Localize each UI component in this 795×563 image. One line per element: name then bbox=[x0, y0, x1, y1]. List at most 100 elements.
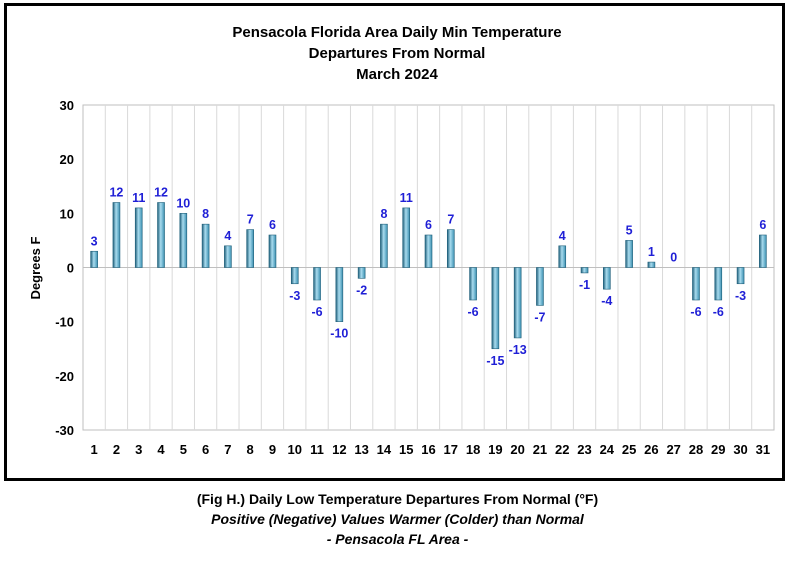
bar-day-17 bbox=[446, 229, 455, 268]
data-label-day-5: 10 bbox=[176, 196, 190, 210]
bar-day-3 bbox=[134, 207, 143, 268]
figure-caption: (Fig H.) Daily Low Temperature Departure… bbox=[0, 489, 795, 549]
bar-day-11 bbox=[313, 267, 321, 301]
data-label-day-1: 3 bbox=[91, 234, 98, 248]
data-label-day-7: 4 bbox=[224, 229, 231, 243]
caption-line-1: (Fig H.) Daily Low Temperature Departure… bbox=[196, 491, 599, 507]
data-label-day-29: -6 bbox=[713, 305, 724, 319]
y-tick-label: -20 bbox=[55, 369, 74, 384]
chart-title-line-3: March 2024 bbox=[356, 66, 438, 83]
data-label-day-6: 8 bbox=[202, 207, 209, 221]
x-tick-label: 18 bbox=[466, 442, 480, 457]
x-tick-label: 21 bbox=[533, 442, 547, 457]
bar-day-1 bbox=[90, 250, 98, 268]
x-tick-label: 30 bbox=[733, 442, 747, 457]
bar-day-15 bbox=[402, 207, 411, 268]
data-label-day-24: -4 bbox=[601, 294, 612, 308]
data-label-day-11: -6 bbox=[311, 305, 322, 319]
x-tick-label: 5 bbox=[180, 442, 187, 457]
bar-day-9 bbox=[268, 234, 277, 268]
data-label-day-8: 7 bbox=[247, 213, 254, 227]
x-tick-label: 23 bbox=[577, 442, 591, 457]
bar-day-25 bbox=[625, 240, 633, 268]
x-tick-label: 3 bbox=[135, 442, 142, 457]
x-tick-label: 13 bbox=[354, 442, 368, 457]
bar-day-22 bbox=[558, 245, 567, 268]
x-tick-label: 6 bbox=[202, 442, 209, 457]
y-tick-label: -30 bbox=[55, 423, 74, 438]
bar-day-19 bbox=[491, 267, 500, 350]
x-tick-label: 14 bbox=[377, 442, 392, 457]
data-label-day-4: 12 bbox=[154, 186, 168, 200]
data-label-day-23: -1 bbox=[579, 278, 590, 292]
data-label-day-18: -6 bbox=[468, 305, 479, 319]
data-label-day-28: -6 bbox=[690, 305, 701, 319]
data-label-day-16: 6 bbox=[425, 218, 432, 232]
data-label-day-3: 11 bbox=[132, 191, 145, 205]
data-label-day-20: -13 bbox=[509, 343, 527, 357]
y-tick-label: 30 bbox=[60, 98, 74, 113]
bar-day-24 bbox=[603, 267, 611, 290]
bar-day-20 bbox=[513, 267, 522, 339]
data-label-day-21: -7 bbox=[534, 310, 545, 324]
x-tick-label: 28 bbox=[689, 442, 703, 457]
x-tick-label: 7 bbox=[224, 442, 231, 457]
data-label-day-13: -2 bbox=[356, 283, 367, 297]
bar-day-4 bbox=[157, 202, 165, 268]
y-tick-label: 0 bbox=[67, 261, 74, 276]
x-tick-label: 1 bbox=[91, 442, 98, 457]
bar-day-8 bbox=[246, 229, 254, 268]
x-tick-label: 4 bbox=[157, 442, 165, 457]
x-tick-label: 11 bbox=[310, 442, 324, 457]
y-tick-label: 20 bbox=[60, 152, 74, 167]
chart: Pensacola Florida Area Daily Min Tempera… bbox=[28, 24, 775, 457]
data-label-day-14: 8 bbox=[380, 207, 387, 221]
bar-day-31 bbox=[759, 234, 767, 268]
bar-day-14 bbox=[380, 223, 388, 268]
bar-day-23 bbox=[580, 267, 589, 274]
data-label-day-22: 4 bbox=[559, 229, 566, 243]
bar-day-18 bbox=[469, 267, 477, 301]
bar-day-7 bbox=[224, 245, 232, 268]
bar-day-10 bbox=[290, 267, 299, 285]
x-tick-label: 31 bbox=[756, 442, 770, 457]
data-label-day-10: -3 bbox=[289, 289, 300, 303]
chart-frame: Pensacola Florida Area Daily Min Tempera… bbox=[4, 3, 785, 481]
x-tick-label: 9 bbox=[269, 442, 276, 457]
bar-day-28 bbox=[692, 267, 700, 301]
chart-title-line-2: Departures From Normal bbox=[309, 45, 486, 62]
bar-day-29 bbox=[714, 267, 723, 301]
chart-title-line-1: Pensacola Florida Area Daily Min Tempera… bbox=[232, 24, 561, 41]
data-label-day-31: 6 bbox=[759, 218, 766, 232]
x-tick-label: 24 bbox=[600, 442, 615, 457]
x-tick-label: 8 bbox=[247, 442, 254, 457]
caption-line-2: Positive (Negative) Values Warmer (Colde… bbox=[211, 511, 584, 527]
bar-day-12 bbox=[335, 267, 344, 322]
data-label-day-12: -10 bbox=[330, 327, 348, 341]
x-tick-label: 2 bbox=[113, 442, 120, 457]
bar-day-16 bbox=[424, 234, 433, 268]
x-tick-label: 12 bbox=[332, 442, 346, 457]
bar-day-30 bbox=[736, 267, 745, 285]
y-axis-label: Degrees F bbox=[28, 237, 43, 300]
x-tick-label: 20 bbox=[510, 442, 524, 457]
bar-day-21 bbox=[536, 267, 544, 306]
caption-line-3: - Pensacola FL Area - bbox=[326, 531, 469, 547]
data-label-day-25: 5 bbox=[626, 223, 633, 237]
x-tick-label: 22 bbox=[555, 442, 569, 457]
data-label-day-2: 12 bbox=[109, 186, 123, 200]
x-tick-label: 26 bbox=[644, 442, 658, 457]
data-label-day-17: 7 bbox=[447, 213, 454, 227]
bar-day-26 bbox=[647, 261, 656, 268]
x-tick-label: 15 bbox=[399, 442, 413, 457]
x-tick-label: 17 bbox=[444, 442, 458, 457]
x-tick-label: 29 bbox=[711, 442, 725, 457]
data-label-day-19: -15 bbox=[486, 354, 504, 368]
y-tick-label: -10 bbox=[55, 315, 74, 330]
x-tick-label: 27 bbox=[666, 442, 680, 457]
bar-day-5 bbox=[179, 213, 188, 268]
bar-day-2 bbox=[112, 202, 121, 268]
x-tick-label: 25 bbox=[622, 442, 636, 457]
x-tick-label: 10 bbox=[288, 442, 302, 457]
x-tick-label: 19 bbox=[488, 442, 502, 457]
